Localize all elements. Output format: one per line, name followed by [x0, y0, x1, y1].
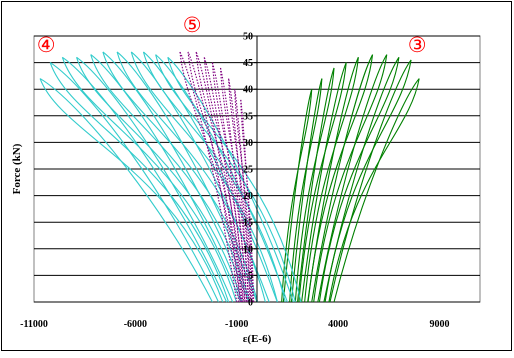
y-tick-label: 35: [243, 111, 253, 122]
hysteresis-loop-unloading: [304, 57, 359, 303]
hysteresis-loop-loading: [203, 57, 244, 303]
series-layer: [39, 51, 420, 303]
hysteresis-loop-unloading: [307, 54, 374, 303]
hysteresis-loop-unloading: [90, 54, 251, 303]
series-3: [179, 51, 255, 303]
x-tick-label: -6000: [124, 319, 147, 330]
y-tick-label: 15: [243, 218, 253, 229]
hysteresis-loop-loading: [187, 51, 240, 303]
hysteresis-loop-unloading: [240, 99, 255, 303]
hysteresis-loop-unloading: [211, 62, 248, 303]
y-tick-label: 25: [243, 165, 253, 176]
x-ticks: -11000 -6000 -1000 4000 9000: [20, 319, 449, 330]
hysteresis-loop-loading: [195, 51, 242, 303]
y-ticks: 0 5 10 15 20 25 30 35 40 45 50: [243, 32, 257, 309]
y-tick-label: 40: [243, 85, 253, 96]
y-tick-label: 30: [243, 138, 253, 149]
x-tick-label: -11000: [20, 319, 48, 330]
x-tick-label: -1000: [225, 319, 248, 330]
hysteresis-loop-unloading: [318, 57, 400, 303]
hysteresis-loop-unloading: [102, 51, 259, 303]
hysteresis-loop-unloading: [328, 78, 420, 303]
hysteresis-loop-unloading: [179, 51, 241, 303]
y-tick-label: 45: [243, 58, 253, 69]
series-marker-3: ③: [408, 33, 427, 57]
hysteresis-loop-unloading: [289, 78, 323, 303]
hysteresis-loop-unloading: [203, 57, 246, 303]
hysteresis-loop-unloading: [39, 78, 224, 303]
y-tick-label: 50: [243, 32, 253, 43]
x-axis-title: ε(E-6): [243, 333, 272, 345]
hysteresis-loop-unloading: [49, 62, 230, 303]
hysteresis-loop-loading: [211, 62, 246, 303]
series-marker-4: ④: [37, 33, 56, 57]
hysteresis-loop-unloading: [130, 51, 278, 303]
x-tick-label: 9000: [429, 319, 449, 330]
hysteresis-loop-unloading: [61, 57, 237, 303]
y-tick-label: 10: [243, 244, 253, 255]
hysteresis-loop-unloading: [313, 54, 388, 303]
hysteresis-loop-unloading: [298, 62, 347, 303]
series-1: [281, 54, 420, 303]
y-tick-label: 0: [248, 298, 253, 309]
hysteresis-loop-loading: [234, 89, 252, 303]
hysteresis-loop-unloading: [324, 59, 412, 303]
hysteresis-loop-unloading: [281, 89, 313, 303]
y-tick-label: 5: [248, 271, 253, 282]
hysteresis-loop-unloading: [294, 67, 335, 303]
y-tick-label: 20: [243, 191, 253, 202]
x-tick-label: 4000: [328, 319, 348, 330]
hysteresis-loop-unloading: [167, 57, 302, 303]
series-marker-5: ⑤: [183, 13, 202, 37]
hysteresis-loop-unloading: [219, 67, 249, 303]
hysteresis-loop-loading: [179, 51, 238, 303]
y-axis-title: Force (kN): [11, 143, 23, 194]
hysteresis-loop-loading: [240, 99, 254, 303]
hysteresis-loop-unloading: [234, 89, 253, 303]
